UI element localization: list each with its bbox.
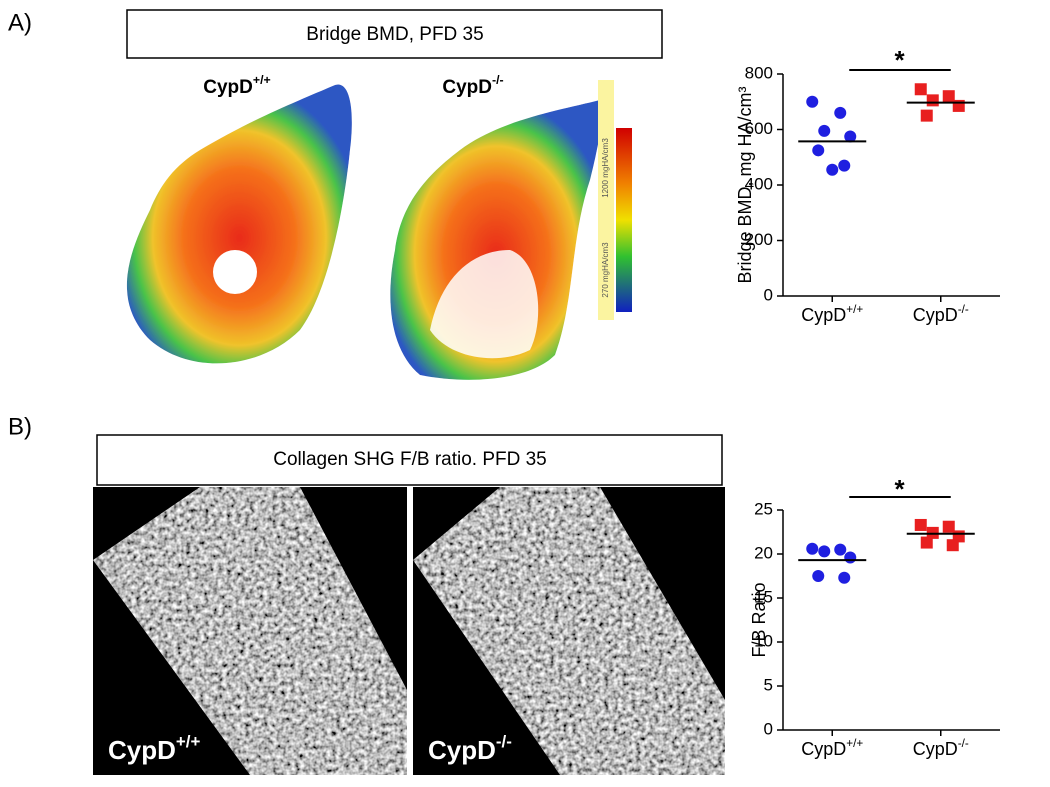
y-tick-label: 25 <box>754 499 773 518</box>
data-point <box>914 518 927 531</box>
data-point <box>844 130 857 143</box>
y-tick-label: 0 <box>764 285 773 304</box>
y-tick-label: 600 <box>745 119 773 138</box>
y-axis-label: Bridge BMD, mg HA/cm³ <box>735 86 755 283</box>
image-title: Bridge BMD, PFD 35 <box>306 24 483 45</box>
data-point <box>826 163 839 176</box>
data-point <box>920 109 933 122</box>
data-point <box>812 570 825 582</box>
x-tick-label: CypD+/+ <box>801 303 863 325</box>
x-tick-label: CypD-/- <box>913 737 969 759</box>
image-label: CypD+/+ <box>203 73 270 98</box>
data-point <box>834 543 847 556</box>
data-point <box>942 520 955 533</box>
data-point <box>920 536 933 549</box>
data-point <box>838 571 851 584</box>
y-tick-label: 15 <box>754 587 773 606</box>
x-tick-label: CypD-/- <box>913 303 969 325</box>
data-point <box>806 95 819 108</box>
data-point <box>818 545 831 558</box>
colorbar <box>616 128 632 312</box>
data-point <box>844 551 857 564</box>
y-tick-label: 20 <box>754 543 773 562</box>
y-tick-label: 400 <box>745 174 773 193</box>
significance-mark: * <box>894 45 905 75</box>
title-box <box>96 434 723 486</box>
data-point <box>806 542 819 555</box>
title-box <box>126 9 663 59</box>
colorbar-label-bg <box>598 80 614 320</box>
y-tick-label: 800 <box>745 63 773 82</box>
colorbar-label: 1200 mgHA/cm3 <box>601 138 610 198</box>
bmd-map <box>126 84 602 380</box>
data-point <box>812 144 825 157</box>
data-point <box>914 83 927 96</box>
y-axis-label: F/B Ratio <box>749 582 769 657</box>
y-tick-label: 5 <box>764 675 773 694</box>
data-point <box>838 159 851 172</box>
y-tick-label: 0 <box>764 719 773 738</box>
panel-label: B) <box>8 413 32 440</box>
colorbar-label: 270 mgHA/cm3 <box>601 242 610 298</box>
data-point <box>926 94 939 107</box>
image-title: Collagen SHG F/B ratio. PFD 35 <box>273 449 547 470</box>
data-point <box>946 539 959 552</box>
y-tick-label: 10 <box>754 631 773 650</box>
y-tick-label: 200 <box>745 230 773 249</box>
panel-label: A) <box>8 9 32 36</box>
significance-mark: * <box>894 474 905 504</box>
data-point <box>834 106 847 119</box>
x-tick-label: CypD+/+ <box>801 737 863 759</box>
shg-images <box>93 487 725 775</box>
data-point <box>818 124 831 137</box>
image-label: CypD-/- <box>442 73 503 98</box>
data-point <box>942 90 955 103</box>
